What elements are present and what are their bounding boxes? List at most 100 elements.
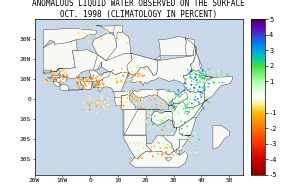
Point bbox=[165, 143, 170, 146]
Point bbox=[131, 99, 136, 102]
Point bbox=[125, 41, 130, 44]
Point bbox=[80, 102, 85, 105]
Point bbox=[130, 70, 135, 73]
Point bbox=[152, 125, 156, 128]
Point bbox=[184, 77, 189, 81]
Point bbox=[187, 106, 192, 109]
Point bbox=[94, 79, 99, 82]
Point bbox=[179, 107, 184, 110]
Point bbox=[76, 76, 80, 79]
Point bbox=[180, 105, 185, 108]
Point bbox=[192, 147, 197, 150]
Point bbox=[138, 155, 143, 158]
Point bbox=[206, 99, 211, 102]
Point bbox=[169, 100, 174, 104]
Point bbox=[199, 95, 204, 99]
Point bbox=[97, 99, 101, 102]
Point bbox=[128, 66, 133, 69]
Point bbox=[128, 103, 133, 106]
Point bbox=[212, 81, 216, 85]
Point bbox=[145, 109, 150, 112]
Point bbox=[60, 69, 64, 72]
Point bbox=[108, 113, 113, 116]
Point bbox=[86, 40, 91, 43]
Point bbox=[59, 81, 64, 84]
Point bbox=[157, 145, 162, 148]
Point bbox=[44, 78, 48, 81]
Point bbox=[199, 73, 204, 76]
Point bbox=[139, 96, 144, 99]
Point bbox=[157, 112, 162, 115]
Point bbox=[193, 148, 198, 151]
Point bbox=[172, 108, 177, 111]
Point bbox=[216, 70, 221, 73]
Point bbox=[198, 71, 203, 74]
Point bbox=[94, 85, 99, 88]
Point bbox=[141, 105, 146, 108]
Point bbox=[80, 78, 85, 81]
Point bbox=[176, 112, 180, 115]
Point bbox=[162, 150, 167, 153]
Point bbox=[172, 138, 177, 141]
Point bbox=[196, 81, 201, 84]
Point bbox=[178, 100, 182, 104]
Point bbox=[202, 70, 207, 73]
Point bbox=[184, 140, 189, 144]
Point bbox=[203, 77, 208, 80]
Point bbox=[185, 103, 190, 106]
Point bbox=[87, 75, 92, 78]
Point bbox=[63, 72, 68, 75]
Point bbox=[154, 123, 159, 126]
Point bbox=[202, 75, 206, 78]
Point bbox=[103, 98, 108, 101]
Point bbox=[183, 105, 188, 108]
Point bbox=[87, 105, 92, 108]
Point bbox=[166, 126, 170, 129]
Point bbox=[203, 70, 208, 73]
Point bbox=[189, 83, 194, 86]
Point bbox=[83, 82, 88, 85]
Point bbox=[105, 107, 110, 111]
Point bbox=[214, 73, 219, 76]
Point bbox=[169, 144, 174, 147]
Point bbox=[196, 88, 200, 92]
Point bbox=[94, 83, 99, 86]
Point bbox=[190, 134, 194, 137]
Point bbox=[181, 92, 186, 95]
Point bbox=[169, 90, 173, 93]
Point bbox=[132, 96, 136, 99]
Point bbox=[193, 95, 198, 99]
Point bbox=[130, 97, 135, 100]
Point bbox=[166, 92, 170, 95]
Point bbox=[177, 109, 182, 112]
Point bbox=[175, 151, 179, 154]
Point bbox=[169, 101, 174, 104]
Point bbox=[76, 31, 81, 34]
Point bbox=[156, 115, 161, 118]
Point bbox=[188, 88, 193, 91]
Point bbox=[159, 102, 164, 105]
Point bbox=[145, 115, 149, 118]
Point bbox=[96, 80, 101, 83]
Point bbox=[198, 76, 203, 79]
Point bbox=[159, 154, 164, 157]
Point bbox=[45, 80, 50, 83]
Point bbox=[140, 98, 144, 101]
Point bbox=[118, 100, 123, 103]
Point bbox=[99, 106, 103, 109]
Point bbox=[181, 99, 186, 102]
Point bbox=[189, 69, 194, 72]
Point bbox=[43, 80, 48, 83]
Point bbox=[164, 109, 169, 112]
Point bbox=[204, 77, 209, 81]
Point bbox=[118, 106, 123, 109]
Point bbox=[140, 99, 144, 102]
Point bbox=[89, 83, 94, 86]
Point bbox=[58, 79, 63, 82]
Point bbox=[170, 110, 175, 113]
Point bbox=[207, 68, 212, 71]
Point bbox=[137, 74, 142, 77]
Point bbox=[170, 114, 175, 117]
Point bbox=[96, 83, 100, 86]
Point bbox=[134, 94, 138, 97]
